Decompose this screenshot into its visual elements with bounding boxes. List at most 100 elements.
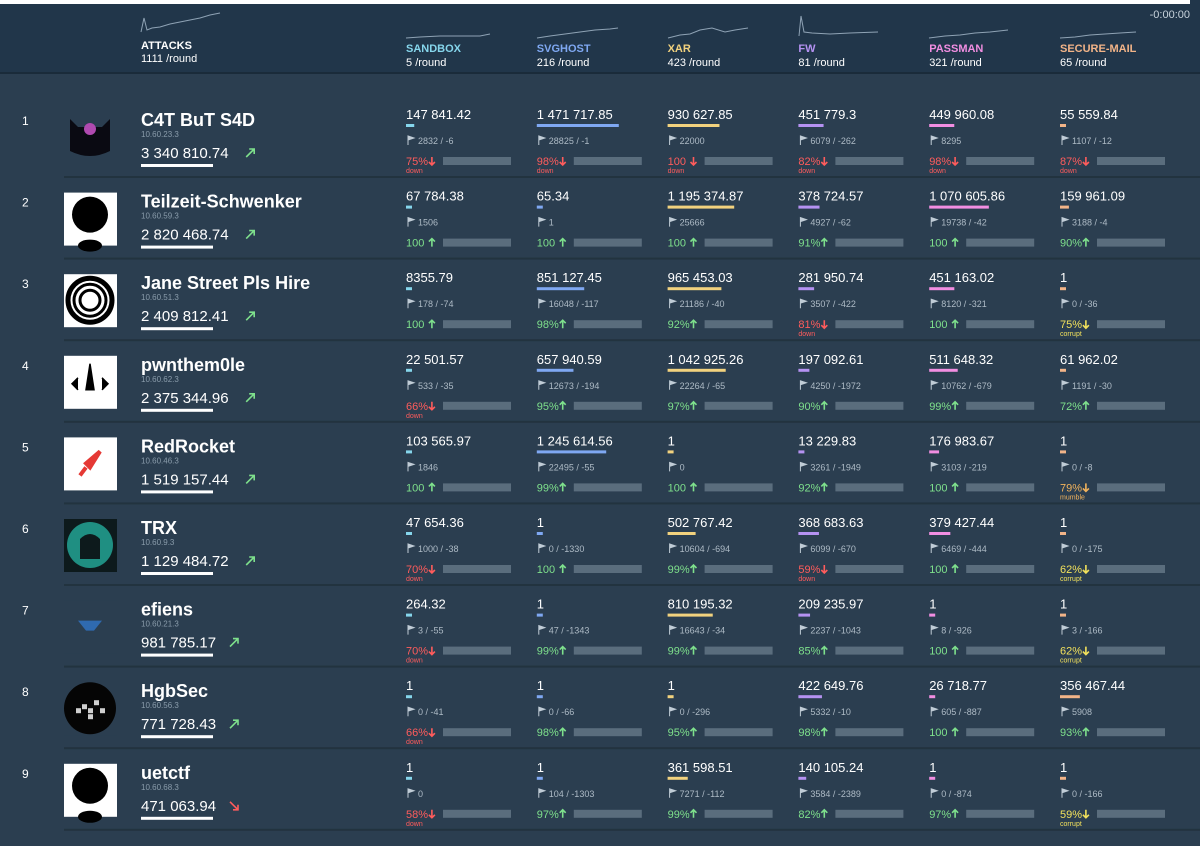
team-name: efiens (141, 600, 193, 620)
service-status: down (1060, 168, 1077, 175)
score-bar (929, 613, 936, 617)
flag-icon (1061, 380, 1070, 390)
sla: 95% (668, 727, 690, 739)
team-score: 2 375 344.96 (141, 390, 229, 407)
trend-arrow (245, 474, 255, 484)
sla: 100 (929, 482, 947, 494)
row-separator (64, 339, 1200, 342)
sla: 100 (668, 238, 686, 250)
flags: 0 / -66 (549, 707, 575, 717)
sla-arrow (951, 400, 959, 410)
avatar-shape (78, 620, 102, 631)
sla-history (573, 728, 642, 737)
sla-arrow (559, 727, 567, 737)
sla-arrow (428, 157, 436, 167)
service-score: 378 724.57 (798, 189, 863, 204)
flags: 19738 / -42 (941, 218, 987, 228)
sla-history (835, 809, 904, 818)
service-score: 1 (668, 433, 675, 448)
sla-history (835, 728, 904, 737)
sla-history (443, 238, 511, 247)
service-score: 197 092.61 (798, 352, 863, 367)
sla-history (573, 809, 642, 818)
service-score: 1 (1060, 433, 1067, 448)
team-name: pwnthem0le (141, 355, 245, 375)
service-rate: 65 /round (1060, 57, 1107, 69)
service-count: 216 (537, 57, 555, 69)
row-separator (64, 747, 1200, 750)
flag-icon (669, 298, 678, 309)
avatar-shape (82, 704, 87, 710)
service-status: corrupt (1060, 331, 1082, 338)
service-score: 47 654.36 (406, 515, 464, 530)
team-ip: 10.60.21.3 (141, 620, 179, 629)
flags: 21186 / -40 (680, 299, 725, 309)
sla: 100 (668, 156, 686, 168)
flags: 4250 / -1972 (810, 381, 861, 391)
flag-icon (930, 216, 939, 227)
service-score: 965 453.03 (668, 270, 733, 285)
service-rate: 423 /round (668, 57, 721, 69)
sla: 72% (1060, 401, 1082, 413)
sla-arrow (1082, 483, 1090, 493)
service-score: 451 163.02 (929, 270, 994, 285)
score-bar (929, 532, 951, 535)
team-score: 2 820 468.74 (141, 227, 229, 244)
service-status: down (406, 658, 423, 665)
sla: 90% (798, 401, 820, 413)
flag-icon (799, 135, 808, 145)
trend-arrow (245, 556, 255, 566)
flag-icon (930, 543, 939, 553)
score-bar (667, 368, 726, 372)
flags: 25666 (680, 218, 705, 228)
sla: 100 (929, 238, 947, 250)
sla-history (835, 401, 904, 410)
service-status: down (406, 576, 423, 583)
flag-icon (1061, 461, 1070, 472)
avatar-shape (78, 288, 102, 312)
service-score: 451 779.3 (798, 107, 856, 122)
sla-arrow (820, 320, 828, 330)
sla-arrow (951, 808, 959, 818)
header-bar (0, 0, 1200, 72)
sparkline (405, 33, 491, 39)
flag-icon (538, 298, 547, 309)
service-score: 61 962.02 (1060, 352, 1118, 367)
score-bar (667, 695, 674, 699)
team-name: Jane Street Pls Hire (141, 273, 310, 293)
flags: 0 / -8 (1072, 462, 1093, 472)
service-score: 1 (1060, 597, 1067, 612)
service-score: 851 127.45 (537, 270, 602, 285)
sla: 98% (537, 727, 559, 739)
flag-icon (1061, 135, 1070, 145)
sla: 100 (537, 238, 555, 250)
service-score: 1 042 925.26 (668, 352, 744, 367)
team-score-underline (141, 327, 213, 331)
flag-icon (1061, 216, 1070, 227)
service-score: 511 648.32 (929, 352, 993, 367)
sla-history (835, 565, 904, 573)
trend-arrow (229, 801, 239, 811)
score-bar (406, 287, 412, 291)
flags: 47 / -1343 (549, 626, 590, 636)
flag-icon (669, 461, 678, 472)
sla: 82% (798, 156, 820, 168)
avatar-shape (94, 700, 99, 706)
sla: 87% (1060, 156, 1082, 168)
sla-arrow (820, 237, 828, 247)
flags: 0 (680, 462, 685, 472)
service-count: 423 (668, 57, 686, 69)
score-bar (929, 776, 936, 780)
flags: 533 / -35 (418, 381, 454, 391)
score-bar (536, 368, 574, 372)
score-bar (667, 776, 688, 780)
sla: 75% (406, 156, 428, 168)
score-bar (667, 205, 735, 209)
sla-arrow (428, 809, 436, 819)
score-bar (1060, 532, 1066, 535)
team-name: HgbSec (141, 681, 208, 701)
service-score: 281 950.74 (798, 270, 863, 285)
service-status: down (406, 821, 423, 828)
sla-arrow (951, 727, 959, 737)
team-name: C4T BuT S4D (141, 110, 255, 130)
